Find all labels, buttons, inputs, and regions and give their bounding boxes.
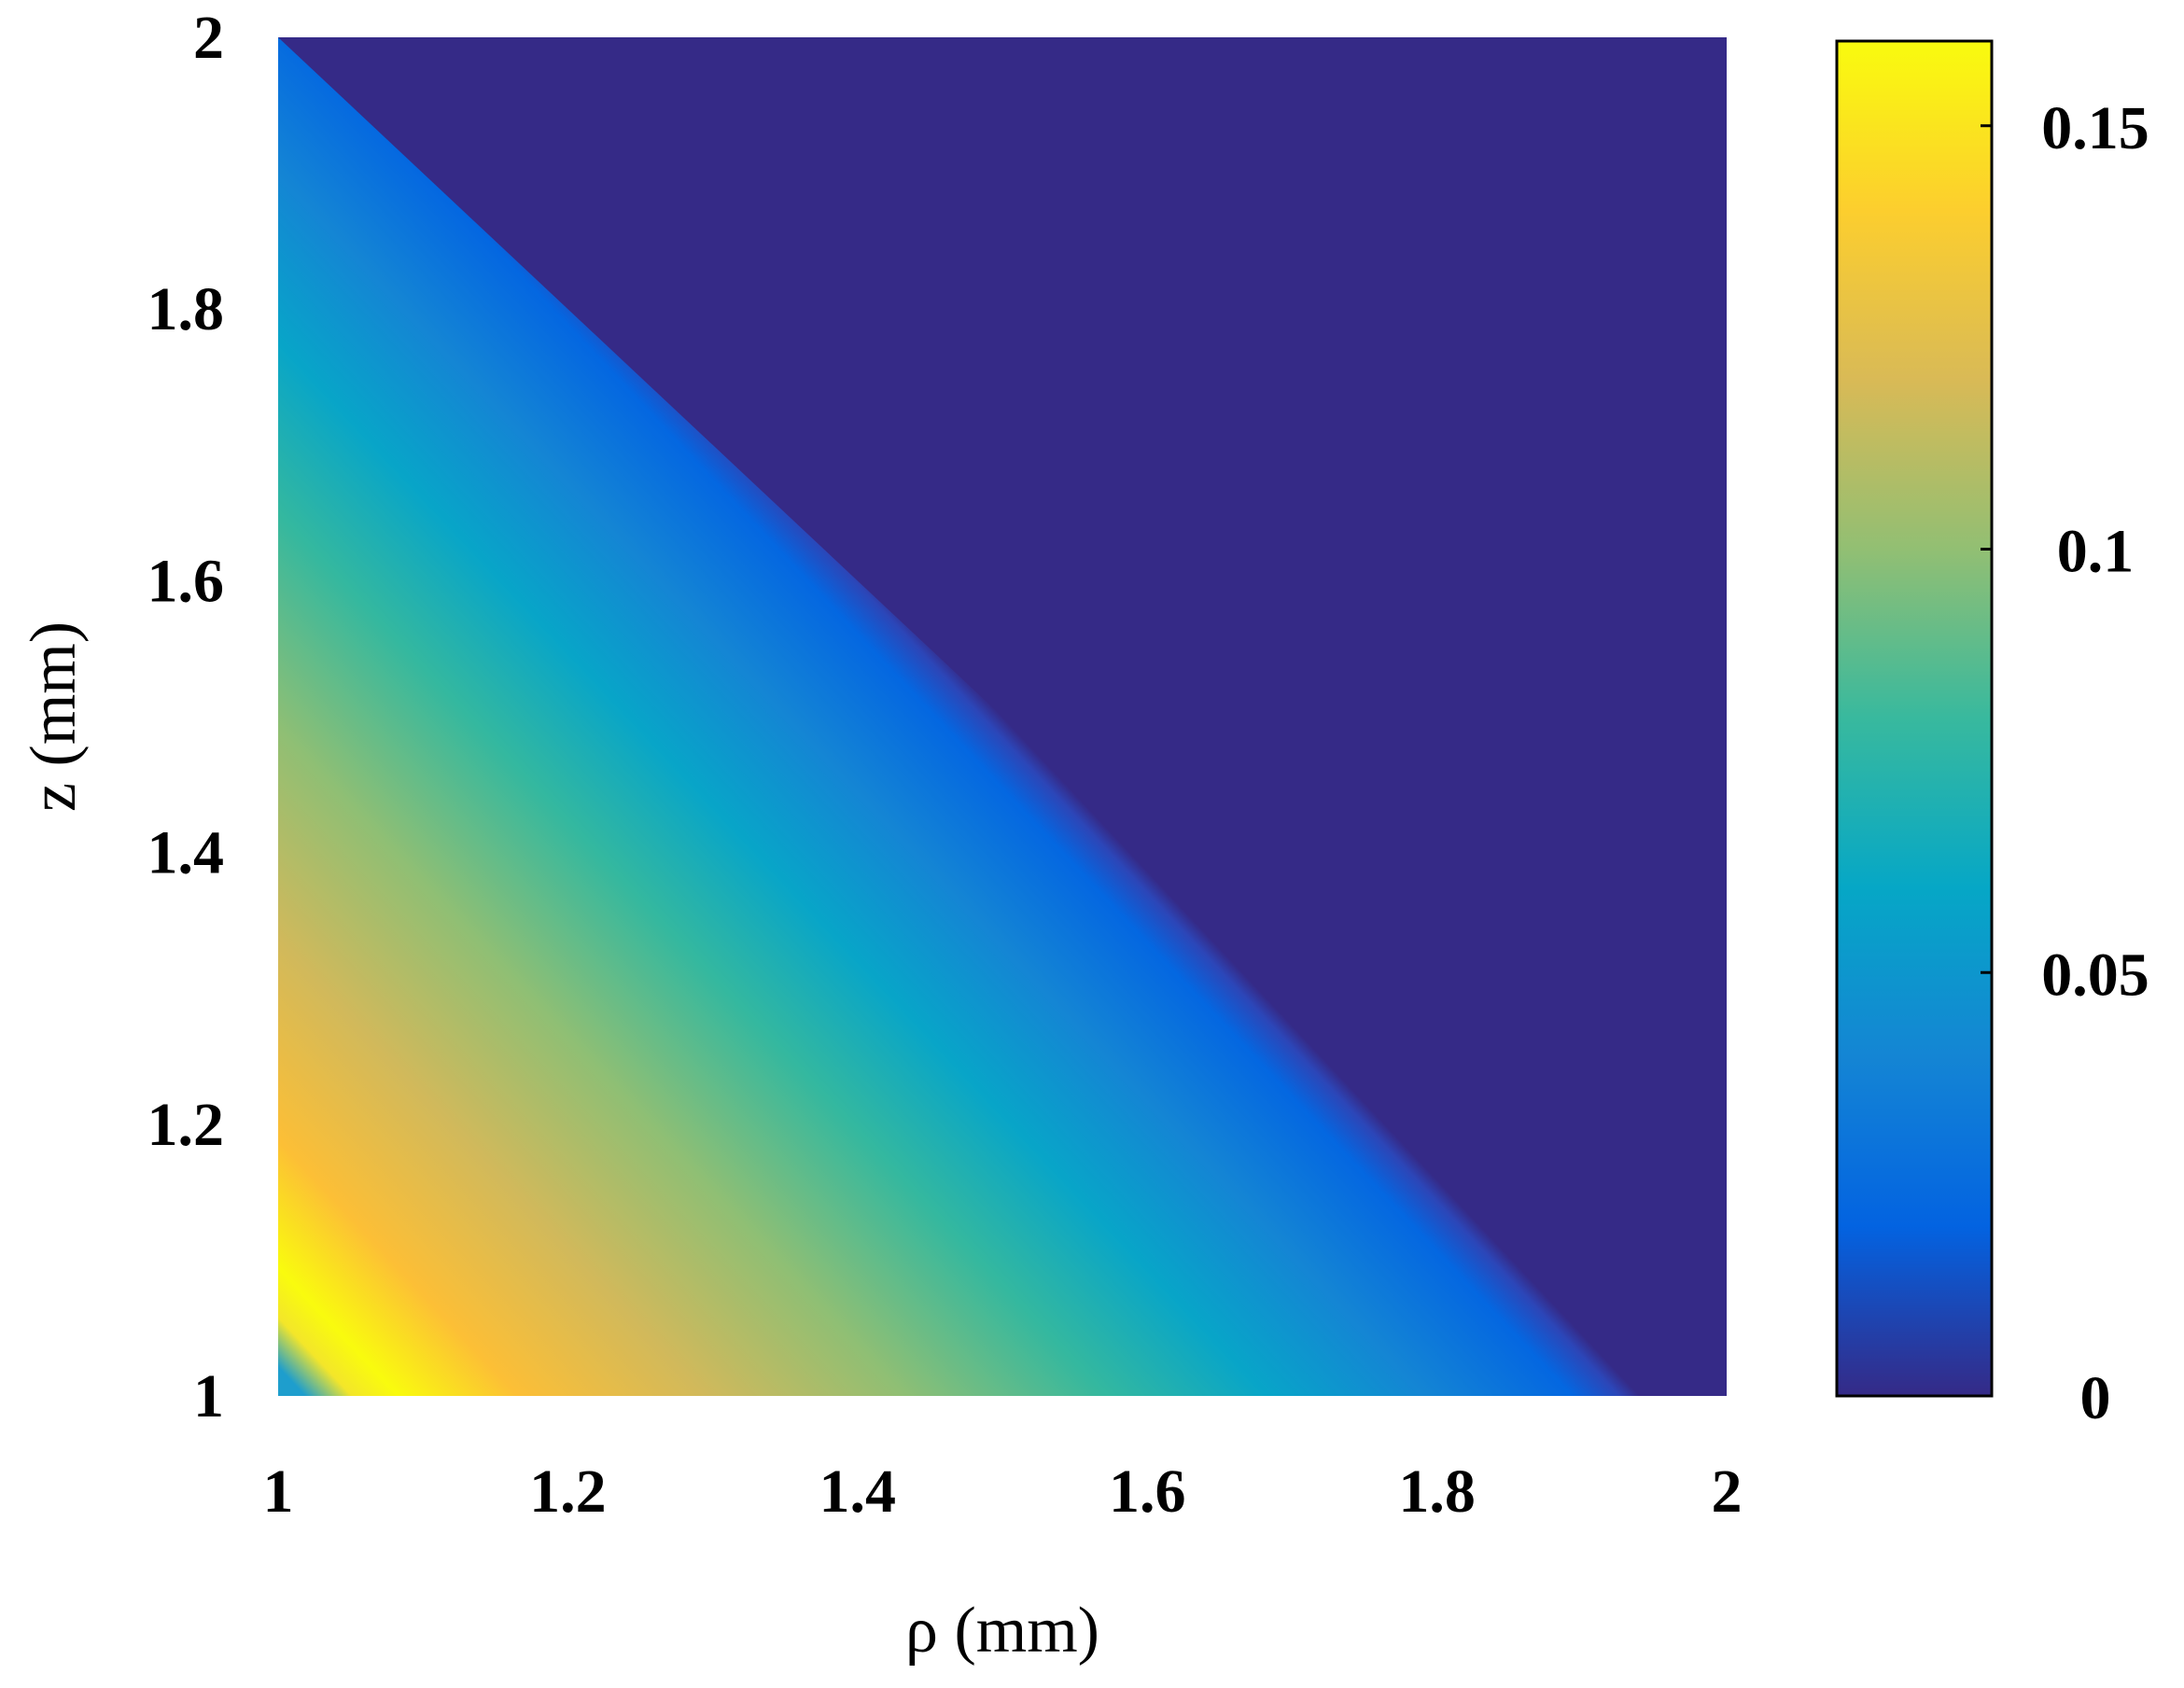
colorbar-tick-label: 0.15 bbox=[2041, 94, 2149, 162]
plot-area bbox=[278, 37, 1727, 1396]
x-tick-label: 1.8 bbox=[1398, 1458, 1476, 1526]
x-tick-label: 2 bbox=[1712, 1458, 1743, 1526]
y-tick-label: 1.8 bbox=[147, 275, 225, 343]
x-tick-label: 1.2 bbox=[529, 1458, 607, 1526]
x-tick-labels: 1 1.2 1.4 1.6 1.8 2 bbox=[263, 1458, 1743, 1526]
colorbar-tick-label: 0 bbox=[2080, 1364, 2111, 1432]
x-axis-label: ρ (mm) bbox=[905, 1595, 1099, 1667]
colorbar-tick-label: 0.1 bbox=[2057, 518, 2135, 586]
colorbar-tick-label: 0.05 bbox=[2041, 941, 2149, 1009]
colorbar-ticks: 0 0.05 0.1 0.15 bbox=[1981, 94, 2149, 1432]
y-tick-label: 1 bbox=[193, 1362, 224, 1430]
y-tick-label: 2 bbox=[193, 4, 224, 72]
y-tick-label: 1.4 bbox=[147, 819, 225, 887]
y-tick-label: 1.2 bbox=[147, 1091, 225, 1159]
x-tick-label: 1.4 bbox=[819, 1458, 897, 1526]
x-tick-label: 1 bbox=[263, 1458, 294, 1526]
colorbar: 0 0.05 0.1 0.15 bbox=[1835, 39, 2149, 1432]
heatmap-field bbox=[278, 37, 1727, 1396]
y-tick-label: 1.6 bbox=[147, 547, 225, 615]
x-tick-label: 1.6 bbox=[1109, 1458, 1186, 1526]
y-tick-labels: 1 1.2 1.4 1.6 1.8 2 bbox=[147, 4, 225, 1430]
colorbar-ramp bbox=[1835, 39, 1994, 1398]
y-axis-label: z (mm) bbox=[18, 621, 90, 812]
